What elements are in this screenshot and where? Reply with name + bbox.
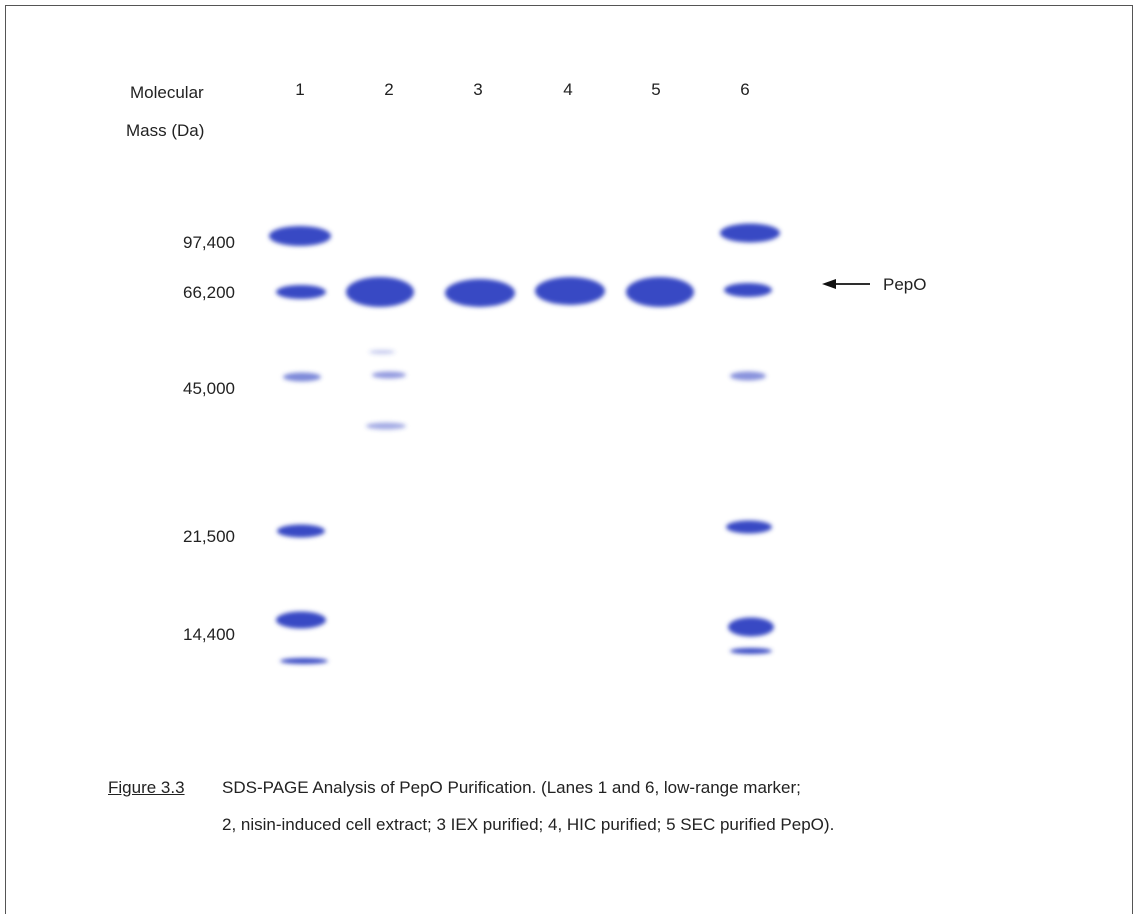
caption-label: Figure 3.3: [108, 779, 185, 796]
band: [724, 283, 772, 297]
arrow-head: [822, 279, 836, 289]
arrow: [822, 279, 870, 289]
band: [730, 648, 772, 654]
band: [369, 350, 395, 354]
band: [277, 525, 325, 538]
band: [728, 618, 774, 637]
band: [283, 373, 321, 382]
band: [730, 372, 766, 381]
band: [366, 423, 406, 430]
band: [535, 277, 605, 305]
page: Molecular Mass (Da) 1 2 3 4 5 6 97,400 6…: [0, 0, 1139, 914]
band: [626, 277, 694, 307]
band: [269, 226, 331, 246]
bands: [269, 224, 780, 665]
band: [726, 521, 772, 534]
band: [445, 279, 515, 307]
annotation: PepO: [883, 276, 926, 293]
band: [276, 612, 326, 629]
caption-line: 2, nisin-induced cell extract; 3 IEX pur…: [222, 816, 834, 833]
band: [720, 224, 780, 243]
band: [346, 277, 414, 307]
caption-line: SDS-PAGE Analysis of PepO Purification. …: [222, 779, 801, 796]
band: [372, 372, 406, 379]
gel: [0, 0, 1139, 914]
band: [276, 285, 326, 299]
band: [280, 658, 328, 664]
